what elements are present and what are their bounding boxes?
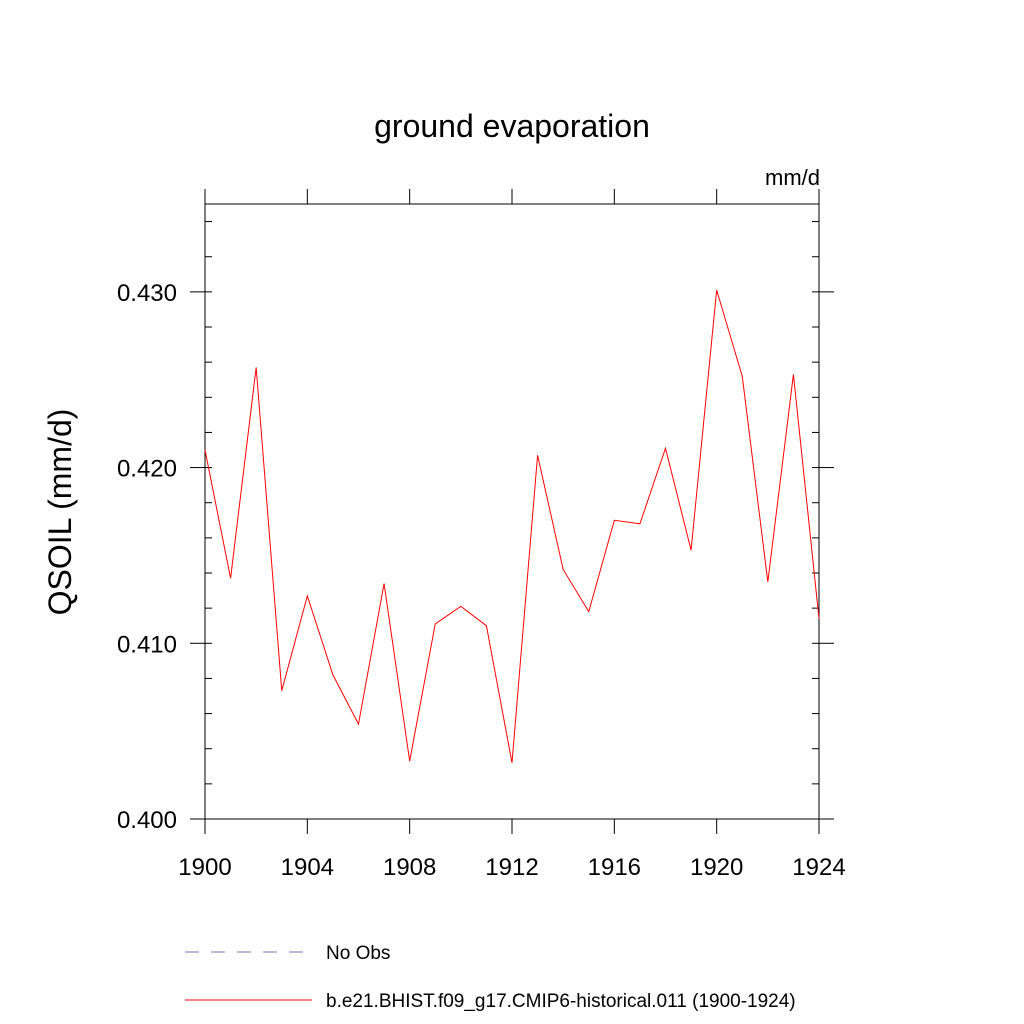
y-axis-label: QSOIL (mm/d) xyxy=(42,409,78,616)
legend-label: No Obs xyxy=(326,943,390,964)
y-tick-label: 0.410 xyxy=(117,631,177,658)
x-tick-label: 1904 xyxy=(281,854,334,881)
x-tick-label: 1920 xyxy=(690,854,743,881)
x-tick-label: 1908 xyxy=(383,854,436,881)
plot-border xyxy=(204,203,820,820)
minor-ticks xyxy=(205,221,819,820)
x-tick-label: 1900 xyxy=(178,854,231,881)
y-tick-label: 0.400 xyxy=(117,807,177,834)
legend: No Obs b.e21.BHIST.f09_g17.CMIP6-historic… xyxy=(185,943,796,1012)
series-line xyxy=(204,289,820,763)
plot-frame xyxy=(204,203,820,820)
x-axis-ticks: 1900 1904 1908 1912 1916 1920 1924 xyxy=(178,189,846,881)
chart-title: ground evaporation xyxy=(374,108,650,144)
y-tick-label: 0.430 xyxy=(117,280,177,307)
y-axis-ticks: 0.400 0.410 0.420 0.430 xyxy=(117,280,834,834)
x-tick-label: 1916 xyxy=(588,854,641,881)
units-label: mm/d xyxy=(765,165,820,190)
x-tick-label: 1924 xyxy=(792,854,845,881)
series-layer xyxy=(204,289,820,763)
y-tick-label: 0.420 xyxy=(117,456,177,483)
x-tick-label: 1912 xyxy=(485,854,538,881)
legend-label: b.e21.BHIST.f09_g17.CMIP6-historical.011… xyxy=(326,991,796,1012)
